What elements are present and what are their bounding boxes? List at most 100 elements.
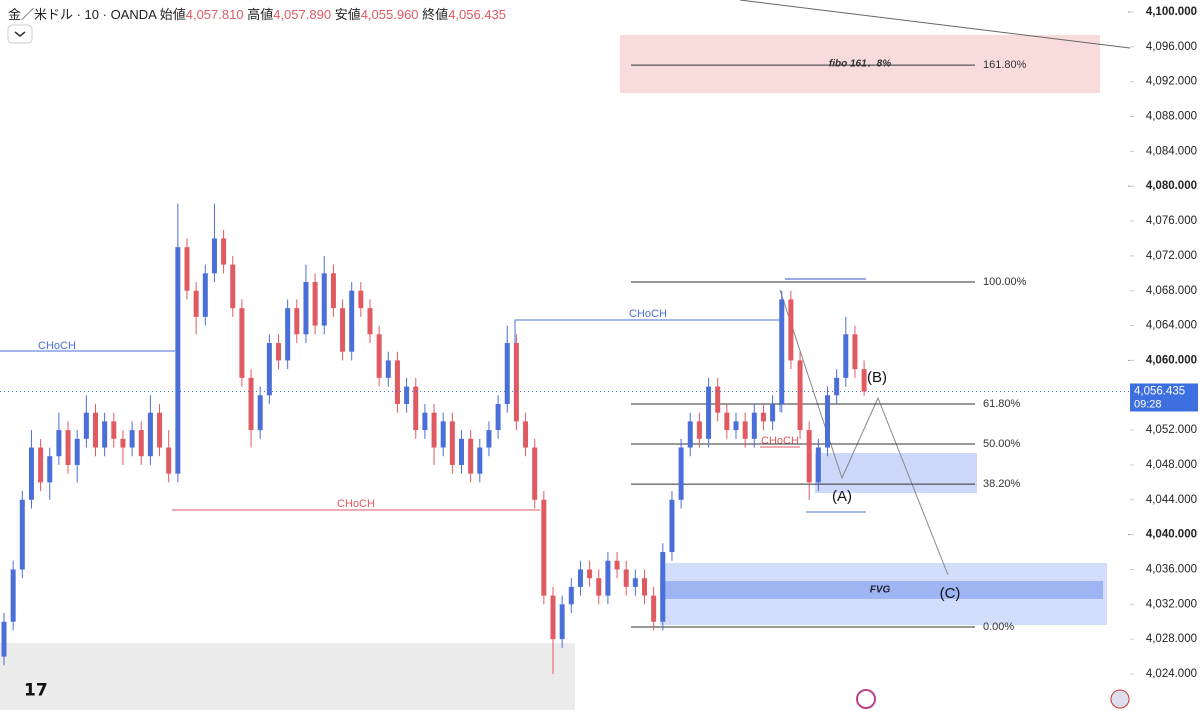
choch-label: CHoCH — [337, 498, 375, 510]
candle-body — [815, 447, 821, 483]
candle-body — [751, 412, 757, 439]
candle-body — [1, 621, 7, 657]
fib-label: 38.20% — [983, 478, 1021, 490]
candle-body — [93, 412, 98, 448]
header: 金／米ドル · 10 · OANDA 始値4,057.810 高値4,057.8… — [8, 4, 506, 23]
low: 4,055.960 — [360, 7, 419, 22]
high: 4,057.890 — [273, 7, 332, 22]
symbol: 金／米ドル · 10 · OANDA — [8, 7, 157, 22]
candle-body — [770, 403, 776, 422]
collapse-button[interactable] — [7, 24, 33, 44]
candle-body — [38, 447, 44, 483]
candle-body — [321, 273, 327, 326]
candle-body — [715, 386, 721, 413]
candle-body — [221, 238, 227, 265]
candle-body — [385, 360, 391, 378]
candle-body — [102, 421, 108, 448]
high-label: 高値 — [247, 7, 274, 22]
fibo-label: fibo 161．8% — [829, 59, 891, 70]
close-label: 終値 — [422, 7, 449, 22]
candle-body — [504, 343, 510, 404]
y-tick-label: 4,068.000 — [1146, 285, 1197, 297]
candle-body — [687, 421, 693, 448]
candle-body — [861, 369, 867, 392]
candle-body — [788, 299, 794, 361]
candle-body — [10, 569, 16, 622]
candle-body — [312, 282, 318, 326]
candle-body — [230, 264, 236, 309]
countdown: 09:28 — [1134, 398, 1162, 410]
open: 4,057.810 — [185, 7, 244, 22]
candle-body — [614, 560, 620, 570]
chevron — [14, 31, 26, 37]
fib-label: 61.80% — [983, 398, 1021, 410]
candle-body — [404, 386, 410, 404]
candle-body — [550, 595, 556, 640]
candle-body — [74, 438, 80, 465]
choch-line — [514, 319, 781, 412]
trend-line — [739, 0, 1131, 49]
candle-body — [193, 290, 199, 317]
wave-path — [779, 289, 949, 576]
candle-body — [367, 308, 373, 335]
candle-body — [678, 447, 684, 500]
candle-body — [83, 412, 89, 439]
candle-body — [706, 386, 712, 439]
demand-box — [815, 453, 977, 493]
candle-body — [129, 430, 135, 448]
fib-label: 100.00% — [983, 276, 1027, 288]
candle-body — [541, 499, 547, 596]
candle-body — [486, 430, 492, 448]
candle-body — [285, 308, 291, 361]
candle-body — [376, 334, 382, 378]
choch-label: CHoCH — [761, 435, 799, 447]
candle-body — [440, 421, 446, 448]
candle-body — [587, 569, 593, 579]
candle-body — [184, 247, 190, 291]
y-tick-label: 4,076.000 — [1146, 215, 1197, 227]
candle-body — [358, 290, 364, 309]
y-tick-label: 4,100.000 — [1146, 6, 1197, 18]
candle-body — [642, 578, 647, 596]
price-tag — [1130, 383, 1198, 412]
candle-body — [596, 578, 602, 596]
y-tick-label: 4,044.000 — [1146, 494, 1197, 506]
candle-body — [266, 343, 272, 396]
close: 4,056.435 — [448, 7, 507, 22]
candle-body — [175, 247, 181, 474]
icon[interactable] — [856, 689, 876, 709]
candle-body — [257, 395, 263, 431]
y-tick-label: 4,080.000 — [1146, 180, 1197, 192]
y-tick-label: 4,060.000 — [1146, 354, 1197, 366]
candle-body — [559, 604, 565, 640]
candle-body — [166, 447, 172, 474]
low-label: 安値 — [334, 7, 361, 22]
candle-body — [47, 456, 53, 483]
candle-body — [568, 586, 574, 605]
candle-body — [843, 334, 849, 378]
gray-zone — [0, 643, 575, 710]
candle-body — [340, 308, 346, 352]
candle-body — [211, 238, 217, 274]
y-tick-label: 4,024.000 — [1146, 668, 1197, 680]
y-tick-label: 4,072.000 — [1146, 250, 1197, 262]
y-tick-label: 4,040.000 — [1146, 529, 1197, 541]
y-tick-label: 4,032.000 — [1146, 598, 1197, 610]
candle-body — [742, 421, 748, 439]
candle-body — [349, 290, 355, 352]
candle-body — [120, 438, 126, 448]
candle-body — [248, 377, 254, 431]
candle-body — [111, 421, 117, 439]
candle-body — [605, 560, 611, 596]
candle-body — [760, 412, 766, 422]
candle-body — [19, 499, 25, 570]
flag-icon[interactable] — [1110, 689, 1130, 709]
candle-body — [806, 430, 812, 483]
fvg-label: FVG — [870, 585, 891, 596]
y-tick-label: 4,048.000 — [1146, 459, 1197, 471]
fibo-box — [620, 35, 1100, 93]
y-tick-label: 4,096.000 — [1146, 41, 1197, 53]
candle-body — [239, 308, 245, 378]
fib-label: 0.00% — [983, 621, 1014, 633]
